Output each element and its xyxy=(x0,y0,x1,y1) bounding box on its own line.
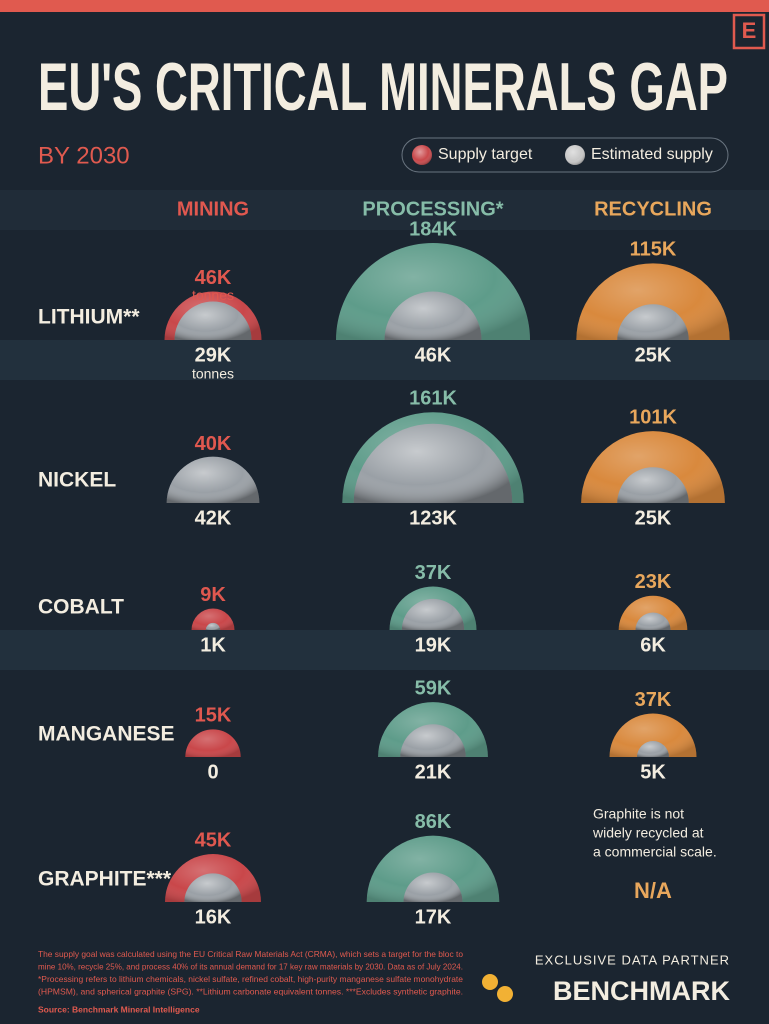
annotation: Graphite is not xyxy=(593,806,684,822)
target-shade xyxy=(191,608,235,630)
target-label: 37K xyxy=(415,562,452,584)
partner-name: BENCHMARK xyxy=(553,976,730,1006)
annotation: a commercial scale. xyxy=(593,844,717,860)
target-label: 45K xyxy=(195,829,232,851)
title: EU'S CRITICAL MINERALS GAP xyxy=(38,49,728,125)
supply-shade xyxy=(400,724,466,757)
supply-shade xyxy=(353,423,513,503)
top-bar xyxy=(0,0,769,12)
unit-label: tonnes xyxy=(192,287,234,303)
row-band xyxy=(0,340,769,380)
supply-label: 42K xyxy=(195,507,232,529)
category-label: COBALT xyxy=(38,596,124,619)
legend-label: Estimated supply xyxy=(591,146,713,163)
supply-shade xyxy=(403,872,463,902)
supply-label: 25K xyxy=(635,344,672,366)
footnote: (HPMSM), and spherical graphite (SPG). *… xyxy=(38,987,463,997)
column-header: RECYCLING xyxy=(594,198,712,220)
row-band xyxy=(0,630,769,670)
logo-box xyxy=(732,13,766,50)
unit-label: tonnes xyxy=(192,366,234,382)
supply-shade xyxy=(617,467,689,503)
supply-shade xyxy=(205,622,221,630)
supply-shade xyxy=(184,873,242,902)
supply-shade xyxy=(174,301,252,340)
target-shade xyxy=(576,263,730,340)
supply-shade xyxy=(637,741,669,757)
supply-label: 17K xyxy=(415,906,452,928)
target-label: 115K xyxy=(630,239,677,261)
supply-label: 25K xyxy=(635,507,672,529)
partner-logo-dot xyxy=(497,986,513,1002)
target-label: 15K xyxy=(195,705,232,727)
footnote: mine 10%, recycle 25%, and process 40% o… xyxy=(38,962,463,972)
supply-shade xyxy=(635,612,671,630)
target-label: 9K xyxy=(200,584,226,606)
annotation: widely recycled at xyxy=(592,825,704,841)
target-label: 46K xyxy=(195,267,232,289)
footnote: The supply goal was calculated using the… xyxy=(38,949,463,959)
supply-label: 19K xyxy=(415,634,452,656)
supply-label: 0 xyxy=(207,761,218,783)
category-label: LITHIUM** xyxy=(38,306,140,329)
subtitle: BY 2030 xyxy=(38,142,130,169)
target-shade xyxy=(581,431,725,503)
footnote: *Processing refers to lithium chemicals,… xyxy=(38,974,463,984)
supply-shade xyxy=(384,291,482,340)
supply-label: 16K xyxy=(195,906,232,928)
source: Source: Benchmark Mineral Intelligence xyxy=(38,1004,200,1014)
supply-label: 21K xyxy=(415,761,452,783)
target-shade xyxy=(366,835,500,902)
column-header: PROCESSING* xyxy=(362,198,503,220)
supply-shade xyxy=(617,304,689,340)
column-header: MINING xyxy=(177,198,249,220)
target-shade xyxy=(609,713,697,757)
supply-label: 29K xyxy=(195,344,232,366)
target-shade xyxy=(185,729,241,757)
target-label: 86K xyxy=(415,811,452,833)
target-label: 101K xyxy=(629,406,677,428)
supply-label: 1K xyxy=(200,634,226,656)
supply-label: 123K xyxy=(409,507,457,529)
supply-shade xyxy=(401,598,465,630)
legend-swatch-shade xyxy=(565,145,585,165)
legend-label: Supply target xyxy=(438,146,533,163)
legend-swatch-shade xyxy=(412,145,432,165)
partner-logo-dot xyxy=(482,974,498,990)
category-label: NICKEL xyxy=(38,469,116,492)
target-label: 59K xyxy=(415,677,452,699)
supply-label: N/A xyxy=(634,878,672,903)
logo: E xyxy=(742,18,757,43)
target-label: 23K xyxy=(635,571,672,593)
partner-caption: EXCLUSIVE DATA PARTNER xyxy=(535,952,730,967)
category-label: MANGANESE xyxy=(38,723,175,746)
supply-label: 5K xyxy=(640,761,666,783)
supply-shade xyxy=(166,456,260,503)
target-shade xyxy=(336,243,530,340)
category-label: GRAPHITE*** xyxy=(38,868,172,891)
header-band xyxy=(0,190,769,230)
supply-label: 6K xyxy=(640,634,666,656)
target-label: 161K xyxy=(409,388,457,410)
supply-label: 46K xyxy=(415,344,452,366)
target-label: 40K xyxy=(195,433,232,455)
target-label: 37K xyxy=(635,689,672,711)
target-label: 184K xyxy=(409,218,457,240)
